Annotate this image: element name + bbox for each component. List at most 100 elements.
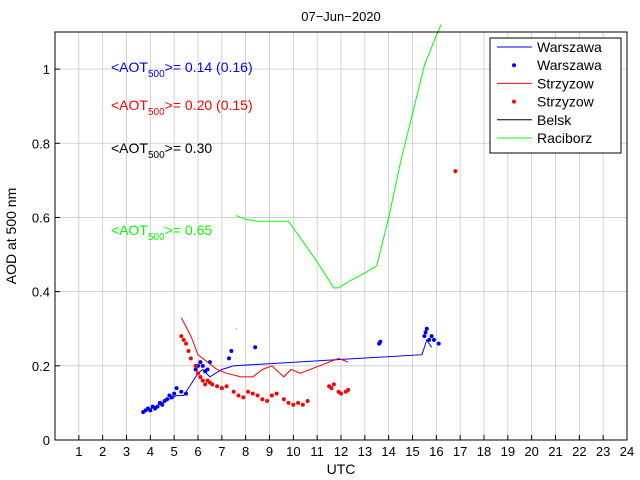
series-point-1 [155,404,160,409]
x-tick-label: 6 [194,444,201,459]
series-point-3 [296,400,301,405]
series-point-1 [174,386,179,391]
legend-entry-label: Raciborz [537,130,592,146]
series-point-1 [172,391,177,396]
series-point-3 [179,334,184,339]
series-point-3 [300,402,305,407]
series-point-3 [346,387,351,392]
series-point-3 [219,386,224,391]
series-point-1 [422,334,427,339]
series-point-3 [200,378,205,383]
series-point-1 [179,389,184,394]
series-point-3 [210,382,215,387]
series-point-3 [203,382,208,387]
series-point-3 [231,389,236,394]
x-tick-label: 16 [429,444,443,459]
x-tick-label: 13 [358,444,372,459]
legend-entry-label: Warszawa [537,39,602,55]
chart-title: 07−Jun−2020 [301,9,381,24]
series-point-3 [186,348,191,353]
series-point-3 [339,391,343,396]
x-tick-label: 15 [405,444,419,459]
x-tick-label: 1 [75,444,82,459]
series-point-1 [424,326,429,331]
series-line-5 [235,24,442,289]
series-point-1 [198,360,203,365]
series-point-1 [431,337,436,342]
series-point-3 [181,337,186,342]
series-point-3 [453,169,458,174]
series-point-1 [423,330,428,335]
series-point-3 [196,371,200,376]
series-point-3 [255,393,260,398]
series-point-1 [184,391,189,396]
series-point-3 [274,391,279,396]
series-point-1 [160,402,165,407]
x-tick-label: 12 [334,444,348,459]
series-point-3 [224,384,229,389]
aot-annotation-rac: <AOT500>= 0.65 [111,222,212,243]
series-point-3 [291,402,296,407]
series-point-3 [241,395,246,400]
y-tick-label: 0.2 [32,359,50,374]
aot-annotation-waw: <AOT500>= 0.14 (0.16) [111,59,253,80]
series-point-1 [226,356,231,361]
x-tick-label: 14 [381,444,395,459]
aot-annotation-str: <AOT500>= 0.20 (0.15) [111,97,253,118]
grid [55,32,628,441]
y-tick-label: 0 [43,433,50,448]
y-tick-label: 0.6 [32,210,50,225]
x-tick-label: 23 [596,444,610,459]
legend-entry-label: Strzyzow [537,94,595,110]
x-tick-label: 11 [310,444,324,459]
series-point-1 [169,395,174,400]
series-point-3 [269,393,274,398]
x-tick-label: 17 [453,444,467,459]
legend-box [489,37,622,154]
series-line-2 [180,317,349,378]
x-tick-label: 2 [99,444,106,459]
series-point-3 [265,399,270,404]
series-point-3 [188,356,193,361]
series-point-1 [378,339,383,344]
series-point-1 [429,334,434,339]
legend-entry-label: Warszawa [537,57,602,73]
x-tick-label: 21 [548,444,562,459]
series-point-1 [148,408,153,413]
legend-entry-label: Strzyzow [537,75,595,91]
y-tick-label: 1 [43,62,50,77]
x-tick-label: 18 [477,444,491,459]
legend-dot-marker [512,63,516,68]
x-tick-label: 9 [266,444,273,459]
series-point-1 [200,363,205,368]
series-point-3 [193,363,198,368]
x-tick-label: 5 [171,444,178,459]
x-tick-label: 4 [147,444,154,459]
series-point-3 [305,399,310,404]
series-point-1 [436,341,441,346]
legend: Warszawa Warszawa Strzyzow Strzyzow Belsk Rac… [489,37,622,154]
series-point-3 [236,393,241,398]
aot-annotation-bel: <AOT500>= 0.30 [111,140,212,161]
x-tick-label: 19 [501,444,515,459]
series-point-1 [193,367,198,372]
series-point-3 [184,341,189,346]
y-tick-label: 0.4 [32,285,50,300]
series-point-3 [286,400,291,405]
series-point-3 [215,384,220,389]
series-point-1 [229,348,234,353]
series-point-3 [246,389,251,394]
series-point-3 [281,397,286,402]
x-tick-label: 7 [218,444,225,459]
x-axis-label: UTC [327,461,356,477]
x-tick-label: 20 [524,444,538,459]
series-point-1 [205,367,210,372]
x-tick-label: 22 [572,444,586,459]
y-tick-label: 0.8 [32,136,50,151]
series-point-3 [329,386,334,391]
series-point-3 [331,382,336,387]
series-layer [141,24,458,415]
series-point-3 [260,397,265,402]
x-tick-label: 10 [286,444,300,459]
